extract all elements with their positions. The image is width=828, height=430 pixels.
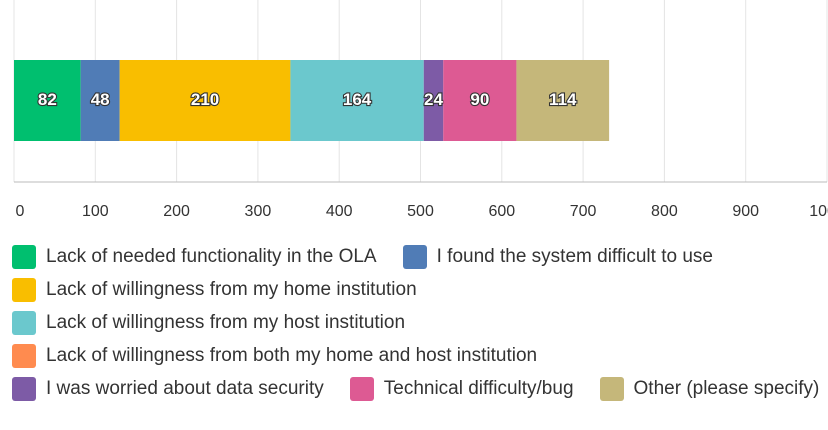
legend-swatch [12, 277, 36, 302]
legend-swatch [599, 376, 624, 401]
x-tick-label: 600 [488, 203, 515, 220]
data-label: 48 [91, 90, 110, 109]
legend-item: Lack of willingness from my home institu… [12, 277, 417, 302]
data-label: 210 [191, 90, 219, 109]
bar-segment [290, 60, 424, 141]
bar-segment [80, 60, 120, 141]
legend-item: I found the system difficult to use [402, 244, 713, 269]
legend-item: Lack of needed functionality in the OLA [12, 244, 377, 269]
chart: 0 100 200 300 400 500 600 700 800 900 1000 82 48 210 1… [13, 0, 828, 220]
bar-segment [423, 60, 444, 141]
x-tick-label: 900 [732, 203, 759, 220]
data-label: 164 [343, 90, 372, 109]
legend-label: Lack of willingness from my host institu… [46, 311, 406, 333]
legend-swatch [12, 343, 36, 368]
legend-swatch [12, 244, 36, 269]
data-label: 90 [470, 90, 489, 109]
legend-item: Other (please specify) [599, 376, 820, 401]
x-tick-label: 200 [163, 203, 190, 220]
legend-item: I was worried about data security [12, 376, 324, 401]
bar-segment [14, 60, 81, 141]
x-tick-label: 700 [570, 203, 597, 220]
legend-swatch [12, 376, 36, 401]
legend-item: Lack of willingness from my host institu… [12, 310, 405, 335]
legend-swatch [349, 376, 374, 401]
legend-label: I was worried about data security [46, 377, 324, 399]
x-tick-label: 800 [651, 203, 678, 220]
data-label: 24 [424, 90, 443, 109]
legend-swatch [402, 244, 427, 269]
bar-segment [119, 60, 291, 141]
legend-label: Technical difficulty/bug [383, 377, 574, 399]
x-tick-label: 300 [245, 203, 272, 220]
x-tick-label: 0 [16, 203, 25, 220]
data-label: 114 [549, 90, 577, 109]
legend: Lack of needed functionality in the OLA I… [12, 244, 828, 401]
bar-segment [516, 60, 610, 141]
bar-segment [443, 60, 517, 141]
x-tick-label: 1000 [809, 203, 828, 220]
data-label: 82 [38, 90, 57, 109]
legend-swatch [12, 310, 36, 335]
legend-label: Lack of needed functionality in the OLA [46, 245, 377, 267]
x-tick-label: 400 [326, 203, 353, 220]
legend-item: Technical difficulty/bug [349, 376, 574, 401]
legend-label: Other (please specify) [633, 377, 820, 399]
legend-label: Lack of willingness from my home institu… [46, 278, 417, 300]
legend-item: Lack of willingness from both my home an… [12, 343, 537, 368]
x-tick-label: 100 [82, 203, 109, 220]
legend-label: I found the system difficult to use [436, 245, 713, 267]
x-tick-label: 500 [407, 203, 434, 220]
legend-label: Lack of willingness from both my home an… [46, 344, 538, 366]
